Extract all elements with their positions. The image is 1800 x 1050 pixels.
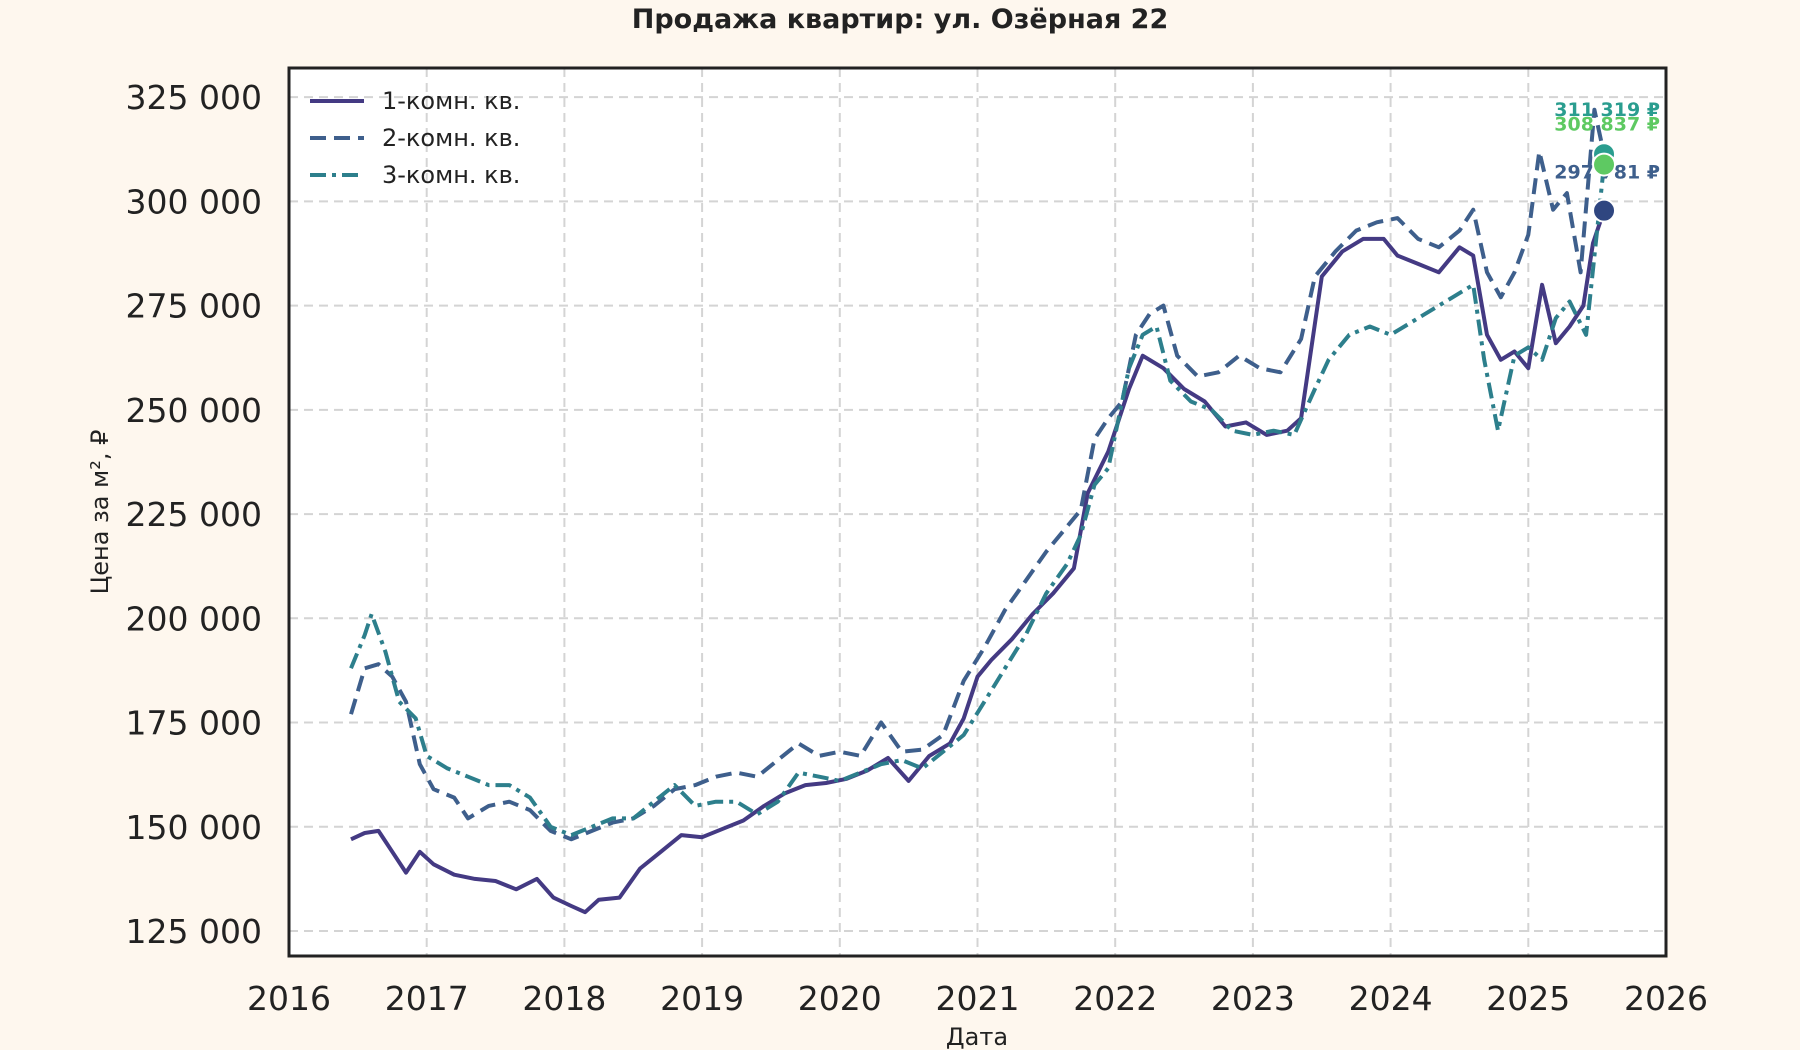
x-tick-label: 2019	[660, 979, 744, 1018]
end-marker-1	[1592, 198, 1617, 223]
legend-label-2: 2-комн. кв.	[382, 124, 520, 152]
series-line-3	[349, 164, 1606, 838]
y-tick-label: 175 000	[126, 704, 262, 743]
x-tick-label: 2018	[522, 979, 606, 1018]
legend-label-3: 3-комн. кв.	[382, 161, 520, 189]
legend: 1-комн. кв. 2-комн. кв. 3-комн. кв.	[310, 87, 520, 189]
legend-label-1: 1-комн. кв.	[382, 87, 520, 115]
x-tick-label: 2026	[1624, 979, 1708, 1018]
y-tick-label: 200 000	[126, 599, 262, 638]
y-axis-label: Цена за м², ₽	[86, 430, 114, 595]
end-label-3: 308 837 ₽	[1554, 114, 1660, 136]
y-tick-label: 300 000	[126, 182, 262, 221]
x-tick-labels: 2016 2017 2018 2019 2020 2021 2022 2023 2024 2025…	[247, 979, 1708, 1018]
x-tick-label: 2023	[1211, 979, 1295, 1018]
x-tick-label: 2025	[1486, 979, 1570, 1018]
y-tick-label: 275 000	[126, 287, 262, 326]
series-lines	[349, 107, 1606, 915]
y-tick-labels: 125 000 150 000 175 000 200 000 225 000 250 0…	[126, 78, 262, 951]
end-marker-3	[1592, 152, 1617, 177]
end-markers: 297 781 ₽311 319 ₽308 837 ₽	[1554, 99, 1660, 223]
end-label-2: 311 319 ₽	[1554, 99, 1660, 121]
x-tick-label: 2020	[798, 979, 882, 1018]
y-tick-label: 325 000	[126, 78, 262, 117]
series-line-2	[349, 107, 1606, 842]
y-tick-label: 250 000	[126, 391, 262, 430]
y-tick-label: 150 000	[126, 808, 262, 847]
x-tick-label: 2022	[1073, 979, 1157, 1018]
x-tick-label: 2016	[247, 979, 331, 1018]
x-axis-label: Дата	[946, 1023, 1008, 1050]
y-tick-label: 125 000	[126, 912, 262, 951]
x-tick-label: 2021	[936, 979, 1020, 1018]
x-tick-label: 2024	[1349, 979, 1433, 1018]
y-tick-label: 225 000	[126, 495, 262, 534]
x-tick-label: 2017	[385, 979, 469, 1018]
series-line-1	[350, 210, 1606, 915]
chart-title: Продажа квартир: ул. Озёрная 22	[632, 4, 1169, 35]
plot-frame	[287, 66, 1668, 958]
